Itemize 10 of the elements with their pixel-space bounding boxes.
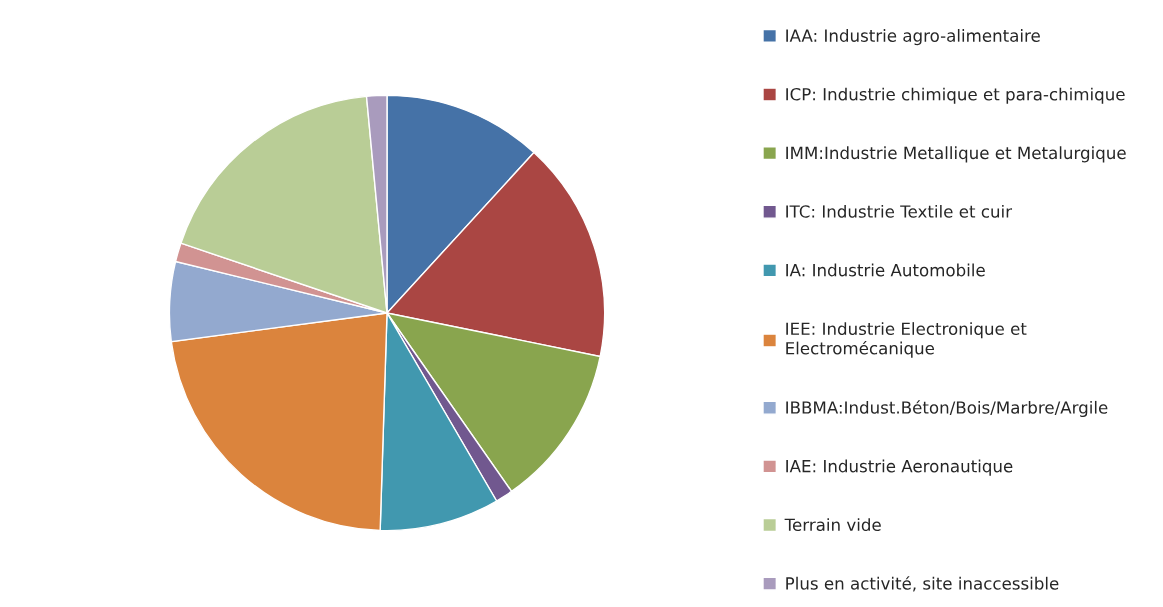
legend-label: IA: Industrie Automobile bbox=[786, 263, 985, 277]
legend-label: IAE: Industrie Aeronautique bbox=[786, 459, 1013, 476]
legend-label: IMM:Industrie Metallique et Metalurgique bbox=[786, 146, 1126, 163]
legend-label: Plus en activité, site inaccessible bbox=[786, 576, 1059, 592]
legend-label: IEE: Industrie Electronique et Electromécanique bbox=[786, 322, 1027, 358]
legend-label: ITC: Industrie Textile et cuir bbox=[786, 204, 1013, 218]
legend-label: Terrain vide bbox=[784, 518, 881, 532]
legend-label: ICP: Industrie chimique et para-chimique bbox=[786, 87, 1125, 104]
legend-label: IAA: Industrie agro-alimentaire bbox=[786, 29, 1040, 46]
legend-label: IBBMA:Indust.Béton/Bois/Marbre/Argile bbox=[786, 400, 1108, 418]
